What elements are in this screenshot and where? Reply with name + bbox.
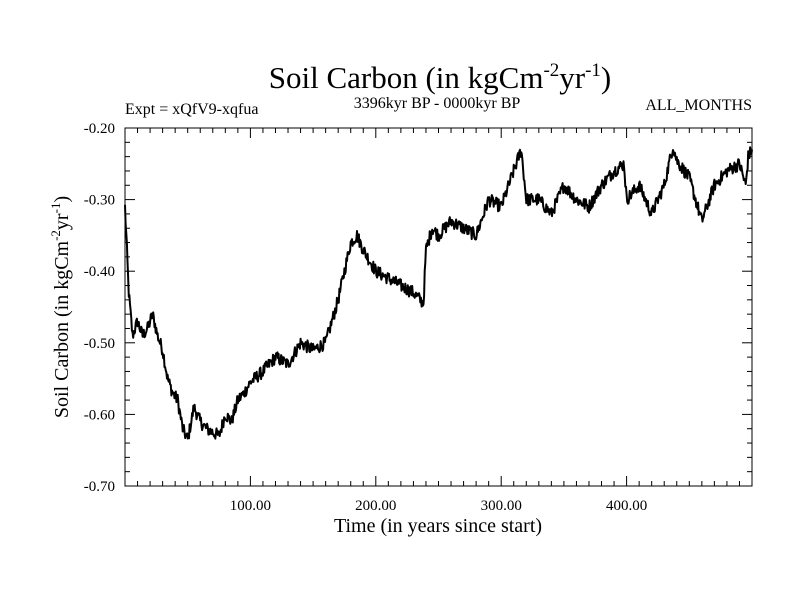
y-axis-label-sup1: -2: [48, 230, 63, 241]
chart-title-mid: yr: [559, 60, 586, 95]
y-tick-label: -0.20: [84, 121, 115, 137]
chart-title-base: Soil Carbon (in kgCm: [269, 60, 544, 95]
y-axis: -0.70 -0.60 -0.50 -0.40 -0.30 -0.20: [84, 121, 752, 495]
x-axis-label: Time (in years since start): [334, 515, 542, 537]
y-tick-label: -0.40: [84, 264, 115, 280]
x-tick-label: 400.00: [606, 498, 647, 514]
x-tick-label: 200.00: [355, 498, 396, 514]
y-axis-label-end: ): [51, 196, 73, 203]
x-tick-label: 300.00: [481, 498, 522, 514]
y-tick-label: -0.60: [84, 407, 115, 423]
time-range-label: 3396kyr BP - 0000kyr BP: [354, 95, 521, 112]
series-line-soil-carbon: [124, 146, 753, 440]
y-axis-label: Soil Carbon (in kgCm-2yr-1): [48, 196, 73, 418]
y-axis-label-base: Soil Carbon (in kgCm: [51, 240, 73, 418]
chart-title-sup1: -2: [543, 60, 559, 81]
y-tick-label: -0.50: [84, 336, 115, 352]
y-tick-label: -0.30: [84, 193, 115, 209]
chart-title-sup2: -1: [585, 60, 601, 81]
x-axis: 100.00 200.00 300.00 400.00: [137, 128, 740, 514]
y-axis-label-mid: yr: [51, 213, 73, 230]
y-tick-label: -0.70: [84, 479, 115, 495]
y-axis-label-sup2: -1: [48, 203, 63, 214]
chart-title-end: ): [601, 60, 611, 95]
months-label: ALL_MONTHS: [645, 97, 752, 114]
x-tick-label: 100.00: [230, 498, 271, 514]
experiment-label: Expt = xQfV9-xqfua: [125, 101, 258, 118]
chart-title: Soil Carbon (in kgCm-2yr-1): [269, 60, 612, 95]
